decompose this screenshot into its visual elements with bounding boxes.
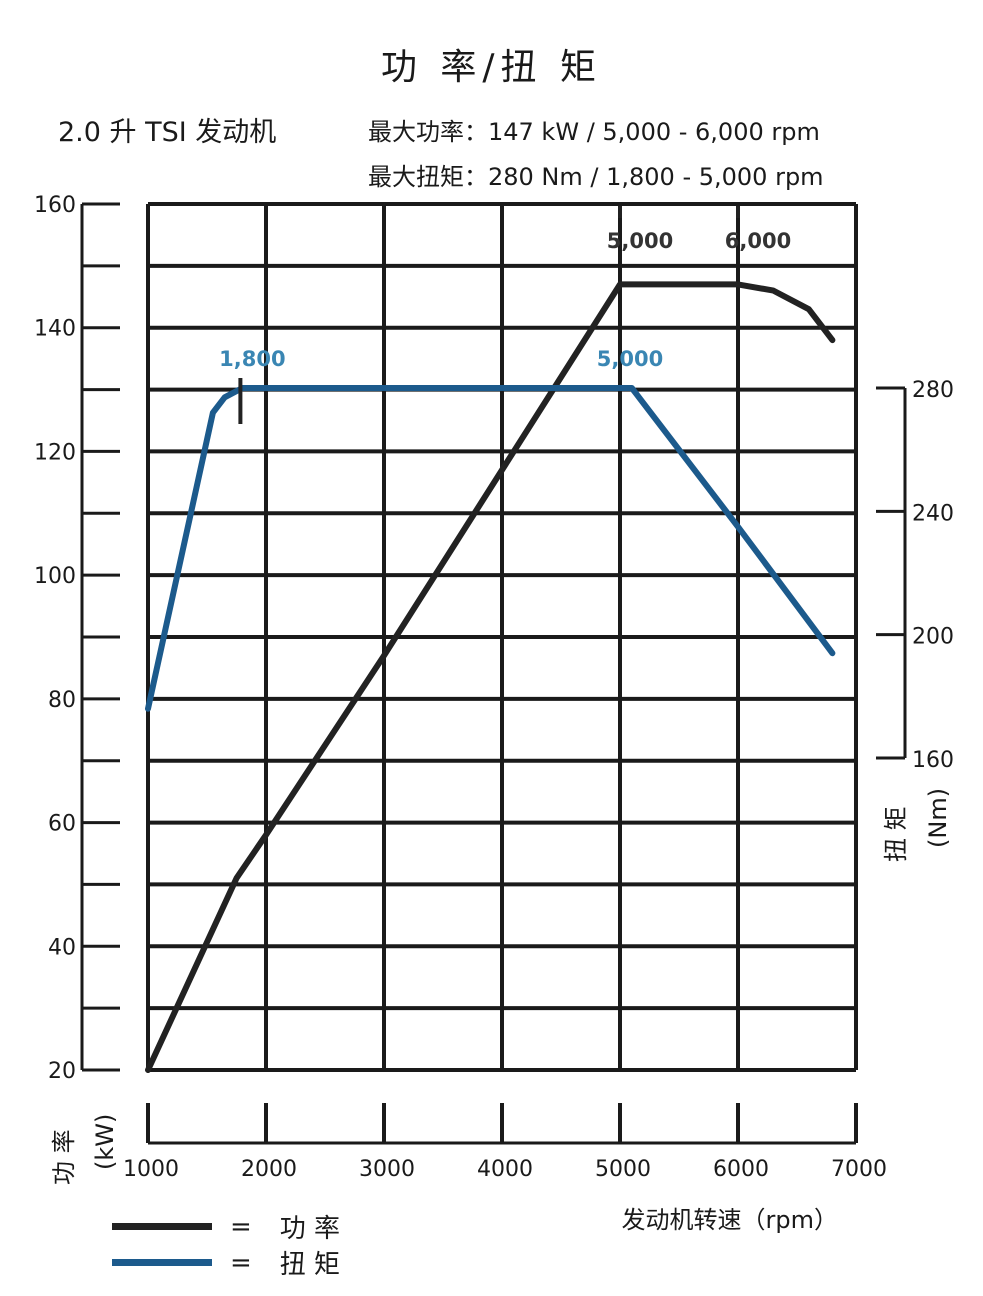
x-tick-label: 4000 bbox=[477, 1157, 533, 1182]
legend-torque: = 扭 矩 bbox=[112, 1244, 340, 1281]
annotation-label: 6,000 bbox=[725, 229, 791, 253]
y-right-axis-unit: (Nm) bbox=[924, 788, 952, 848]
legend-torque-label: 扭 矩 bbox=[279, 1250, 341, 1280]
y-left-tick-label: 80 bbox=[48, 688, 76, 713]
legend-power-eq: = bbox=[230, 1211, 252, 1242]
y-right-axis-title: 扭 矩 bbox=[882, 806, 910, 862]
y-left-tick-label: 160 bbox=[34, 193, 76, 218]
y-right-tick-label: 280 bbox=[912, 378, 954, 403]
y-left-tick-label: 60 bbox=[48, 812, 76, 837]
annotation-label: 5,000 bbox=[607, 229, 673, 253]
x-tick-label: 1000 bbox=[123, 1157, 179, 1182]
legend-power: = 功 率 bbox=[112, 1208, 340, 1245]
legend-power-swatch bbox=[112, 1223, 212, 1230]
x-tick-label: 6000 bbox=[713, 1157, 769, 1182]
x-tick-label: 2000 bbox=[241, 1157, 297, 1182]
max-power-spec: 最大功率：147 kW / 5,000 - 6,000 rpm bbox=[368, 118, 820, 146]
annotation-label: 5,000 bbox=[597, 347, 663, 371]
series bbox=[145, 281, 836, 1073]
annotation-label: 1,800 bbox=[219, 347, 285, 371]
y-left-tick-label: 40 bbox=[48, 935, 76, 960]
y-right-tick-label: 200 bbox=[912, 625, 954, 650]
y-right-tick-label: 240 bbox=[912, 501, 954, 526]
x-tick-label: 3000 bbox=[359, 1157, 415, 1182]
legend-power-label: 功 率 bbox=[279, 1214, 341, 1244]
max-torque-spec: 最大扭矩：280 Nm / 1,800 - 5,000 rpm bbox=[368, 163, 824, 191]
y-right-tick-label: 160 bbox=[912, 748, 954, 773]
x-tick-label: 7000 bbox=[831, 1157, 887, 1182]
x-axis-title: 发动机转速（rpm） bbox=[622, 1206, 838, 1234]
chart-title: 功 率/扭 矩 bbox=[380, 47, 603, 88]
annotations: 5,000 6,000 1,800 5,000 bbox=[219, 206, 791, 424]
legend-torque-eq: = bbox=[230, 1247, 252, 1278]
axes: 20 40 60 80 100 120 140 160 160 200 240 280 1000 2000… bbox=[34, 193, 954, 1234]
y-left-tick-label: 120 bbox=[34, 440, 76, 465]
y-left-axis-unit: (kW) bbox=[91, 1114, 119, 1170]
grid bbox=[146, 202, 858, 1072]
torque-curve bbox=[145, 385, 836, 712]
y-left-tick-label: 20 bbox=[48, 1059, 76, 1084]
engine-label: 2.0 升 TSI 发动机 bbox=[58, 117, 277, 148]
power-curve bbox=[145, 281, 836, 1073]
y-left-tick-label: 140 bbox=[34, 317, 76, 342]
y-left-tick-label: 100 bbox=[34, 564, 76, 589]
x-tick-label: 5000 bbox=[595, 1157, 651, 1182]
y-left-axis-title: 功 率 bbox=[50, 1129, 78, 1185]
legend-torque-swatch bbox=[112, 1259, 212, 1266]
